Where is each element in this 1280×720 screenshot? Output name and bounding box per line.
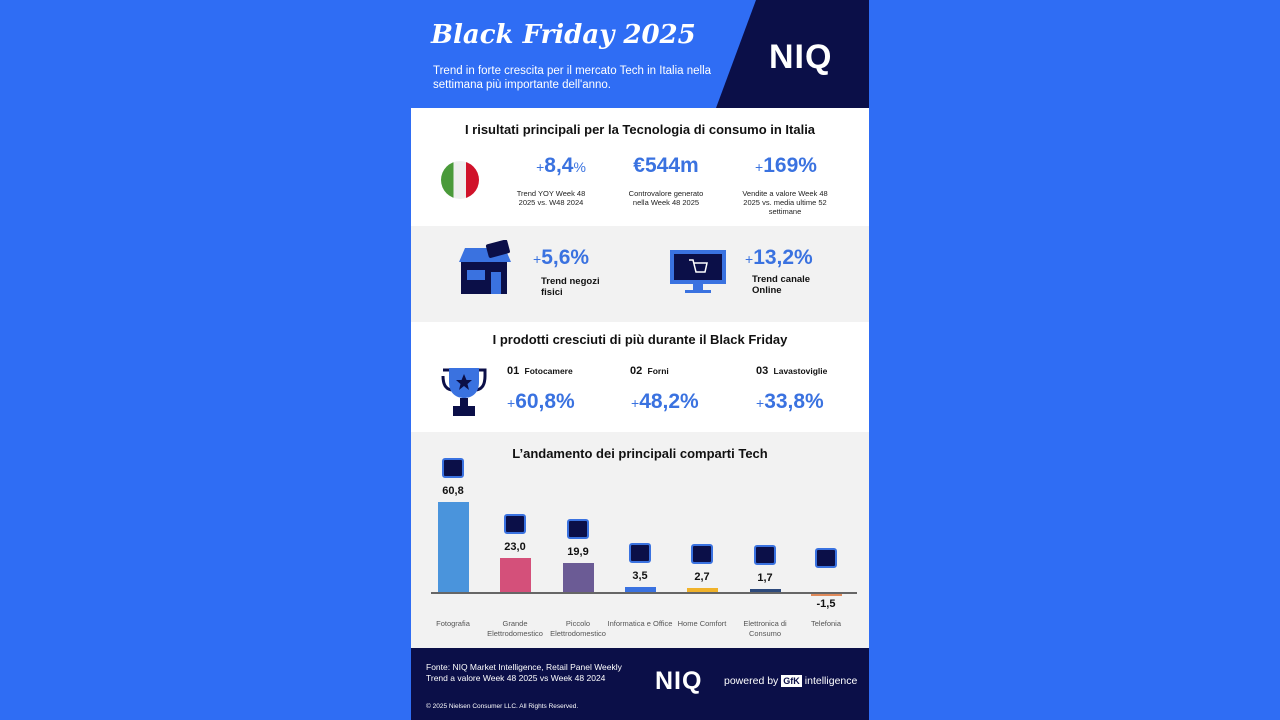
product-2: 02 Forni: [630, 365, 669, 377]
store-icon: [459, 240, 511, 294]
kpi-value: €544m: [633, 154, 699, 177]
washing-machine-icon: [504, 513, 526, 534]
kpi-yoy-caption: Trend YOY Week 48 2025 vs. W48 2024: [516, 189, 586, 207]
channels-section: +5,6% Trend negozi fisici +13,2% Trend c…: [411, 226, 869, 322]
product-3-value: +33,8%: [756, 390, 824, 413]
powered-by: powered by GfK intelligence: [724, 675, 857, 687]
x-tick-label: Piccolo Elettrodomestico: [550, 619, 606, 638]
product-2-value: +48,2%: [631, 390, 699, 413]
product-3: 03 Lavastoviglie: [756, 365, 828, 377]
chart-title: L’andamento dei principali comparti Tech: [512, 446, 768, 461]
value-label: 2,7: [694, 571, 710, 583]
italy-flag-icon: [441, 161, 479, 199]
air-conditioner-icon: [691, 544, 713, 564]
bar-2: [562, 562, 594, 592]
hair-dryer-icon: [567, 518, 589, 539]
kpi-heading: I risultati principali per la Tecnologia…: [464, 122, 816, 137]
chart-section: L’andamento dei principali comparti Tech…: [411, 432, 869, 648]
x-tick-label: Home Comfort: [677, 619, 727, 628]
source-line-1: Fonte: NIQ Market Intelligence, Retail P…: [426, 662, 622, 672]
subtitle: Trend in forte crescita per il mercato T…: [433, 65, 712, 91]
intelligence-text: intelligence: [804, 675, 858, 687]
trophy-icon: [441, 368, 487, 416]
x-tick-label: Fotografia: [436, 619, 470, 628]
x-tick-label: Telefonia: [810, 619, 842, 628]
monitor-cart-icon: [670, 250, 726, 293]
kpi-section: I risultati principali per la Tecnologia…: [411, 108, 869, 226]
tv-icon: [754, 545, 776, 566]
value-label: 1,7: [757, 572, 773, 585]
x-tick-label: Informatica e Office: [607, 619, 673, 628]
footer: Fonte: NIQ Market Intelligence, Retail P…: [411, 648, 869, 720]
products-heading: I prodotti cresciuti di più durante il B…: [492, 332, 788, 347]
laptop-icon: [629, 542, 651, 563]
kpi-sales-caption: Vendite a valore Week 48 2025 vs. media …: [742, 189, 828, 216]
value-label: 60,8: [442, 485, 464, 498]
value-label: 23,0: [504, 540, 526, 553]
online-trend-label: Trend canale Online: [752, 274, 811, 296]
source-line-2: Trend a valore Week 48 2025 vs Week 48 2…: [426, 673, 606, 683]
gfk-logo: GfK: [781, 675, 802, 687]
product-1-value: +60,8%: [507, 390, 575, 413]
store-trend-label: Trend negozi fisici: [541, 276, 600, 298]
source-text: Fonte: NIQ Market Intelligence, Retail P…: [426, 662, 622, 684]
bar-0: [437, 502, 469, 592]
bar-5: [749, 589, 781, 592]
x-tick-label: Elettronica di Consumo: [743, 619, 787, 638]
kpi-sales: +169%: [755, 154, 817, 177]
kpi-yoy: +8,4%: [536, 154, 586, 177]
bar-chart: 60,8 Fotografia 23,0 Grande Elettrodomestic…: [411, 432, 869, 648]
value-label: -1,5: [816, 598, 836, 610]
bar-6: [810, 594, 842, 597]
bar-1: [499, 557, 531, 592]
products-section: I prodotti cresciuti di più durante il B…: [411, 322, 869, 432]
copyright: © 2025 Nielsen Consumer LLC. All Rights …: [426, 703, 579, 710]
bar-3: [624, 586, 656, 592]
product-1: 01 Fotocamere: [507, 365, 573, 377]
niq-logo: NIQ: [769, 38, 833, 76]
bar-4: [686, 588, 718, 592]
footer-niq-logo: NIQ: [655, 667, 703, 695]
smartphone-icon: [815, 548, 837, 568]
x-axis: [431, 592, 857, 594]
camera-icon: [442, 458, 464, 479]
value-label: 3,5: [632, 569, 648, 582]
store-trend-value: +5,6%: [533, 246, 590, 269]
kpi-value-caption: Controvalore generato nella Week 48 2025: [628, 189, 704, 207]
infographic: Black Friday 2025 Trend in forte crescit…: [411, 0, 869, 720]
value-label: 19,9: [567, 545, 589, 558]
powered-by-text: powered by: [724, 675, 779, 687]
online-trend-value: +13,2%: [745, 246, 813, 269]
x-tick-label: Grande Elettrodomestico: [487, 619, 543, 638]
page-title: Black Friday 2025: [431, 20, 696, 50]
